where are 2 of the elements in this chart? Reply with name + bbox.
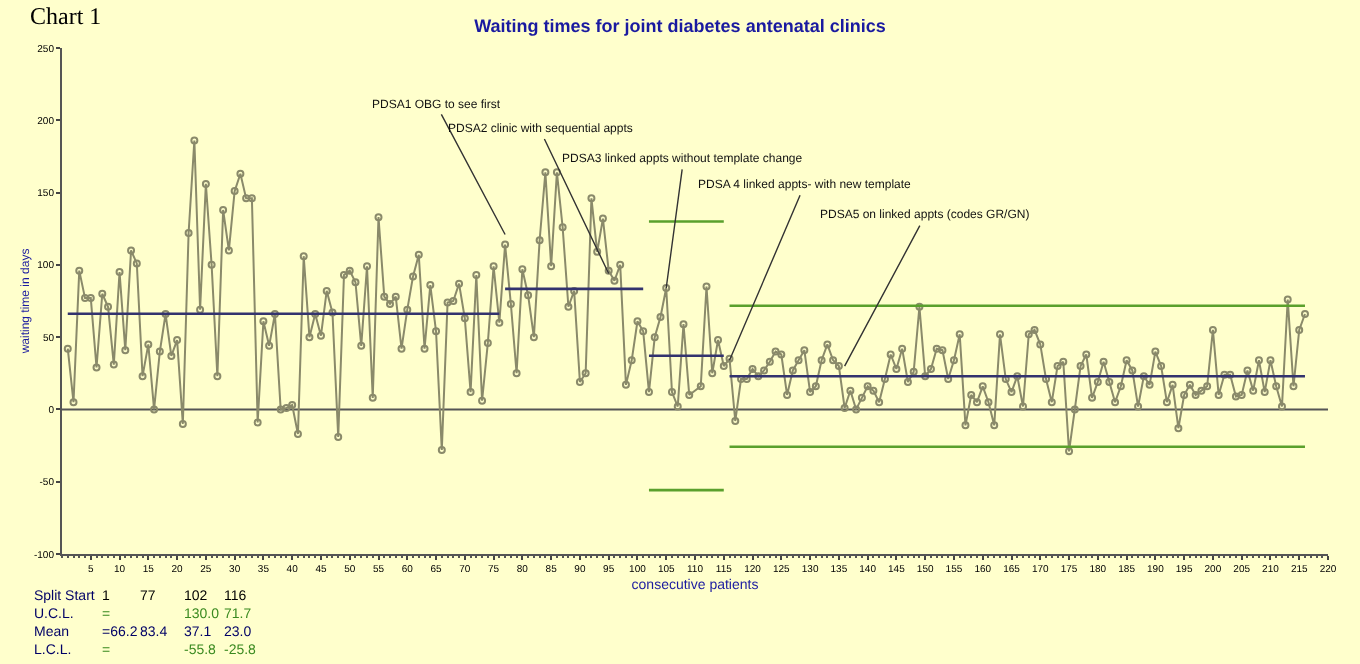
caption: Chart 1 [30,2,102,30]
chart-title: Waiting times for joint diabetes antenatal clinics [474,16,886,37]
